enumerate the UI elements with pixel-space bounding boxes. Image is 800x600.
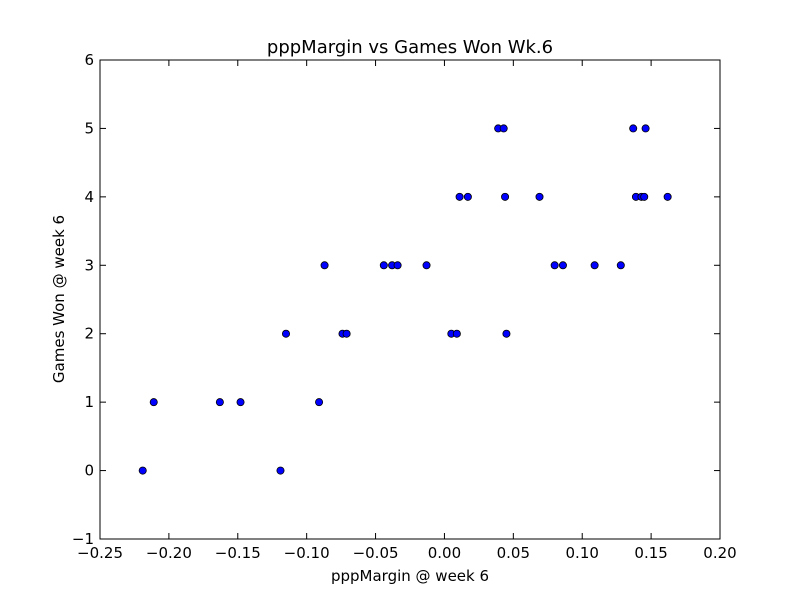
x-tick-label: −0.10 xyxy=(284,544,330,562)
data-point xyxy=(452,329,461,338)
y-tick-label: 1 xyxy=(84,393,94,411)
x-tick-label: 0.05 xyxy=(497,544,530,562)
data-point xyxy=(463,192,472,201)
data-point xyxy=(149,398,158,407)
data-point xyxy=(276,466,285,475)
y-tick-label: 4 xyxy=(84,188,94,206)
data-point xyxy=(663,192,672,201)
chart-title: pppMargin vs Games Won Wk.6 xyxy=(267,37,553,58)
y-axis-label: Games Won @ week 6 xyxy=(50,215,68,383)
data-point xyxy=(342,329,351,338)
data-point xyxy=(641,124,650,133)
y-tick-label: 6 xyxy=(84,51,94,69)
data-point xyxy=(315,398,324,407)
data-point xyxy=(502,329,511,338)
y-tick-label: 2 xyxy=(84,325,94,343)
x-axis-label: pppMargin @ week 6 xyxy=(331,567,489,585)
data-point xyxy=(379,261,388,270)
plot-frame xyxy=(99,59,721,540)
data-point xyxy=(499,124,508,133)
x-tick-label: −0.20 xyxy=(146,544,192,562)
x-tick-label: −0.15 xyxy=(215,544,261,562)
data-point xyxy=(320,261,329,270)
x-tick-label: 0.20 xyxy=(703,544,736,562)
data-point xyxy=(590,261,599,270)
y-tick-label: −1 xyxy=(72,530,94,548)
data-points xyxy=(138,124,672,475)
data-point xyxy=(558,261,567,270)
axis-ticks: −0.25 −0.20 −0.15 −0.10 −0.05 0.00 0.05 0.10 0.1… xyxy=(72,51,737,562)
data-point xyxy=(215,398,224,407)
y-tick-label: 5 xyxy=(84,119,94,137)
y-tick-label: 3 xyxy=(84,256,94,274)
data-point xyxy=(501,192,510,201)
x-tick-label: 0.10 xyxy=(566,544,599,562)
data-point xyxy=(138,466,147,475)
x-tick-label: 0.15 xyxy=(634,544,667,562)
y-tick-label: 0 xyxy=(84,462,94,480)
data-point xyxy=(393,261,402,270)
data-point xyxy=(616,261,625,270)
data-point xyxy=(422,261,431,270)
data-point xyxy=(535,192,544,201)
x-tick-label: −0.05 xyxy=(353,544,399,562)
data-point xyxy=(629,124,638,133)
data-point xyxy=(236,398,245,407)
data-point xyxy=(281,329,290,338)
x-tick-label: 0.00 xyxy=(428,544,461,562)
x-tick-label: −0.25 xyxy=(77,544,123,562)
data-point xyxy=(640,192,649,201)
data-point xyxy=(455,192,464,201)
data-point xyxy=(550,261,559,270)
